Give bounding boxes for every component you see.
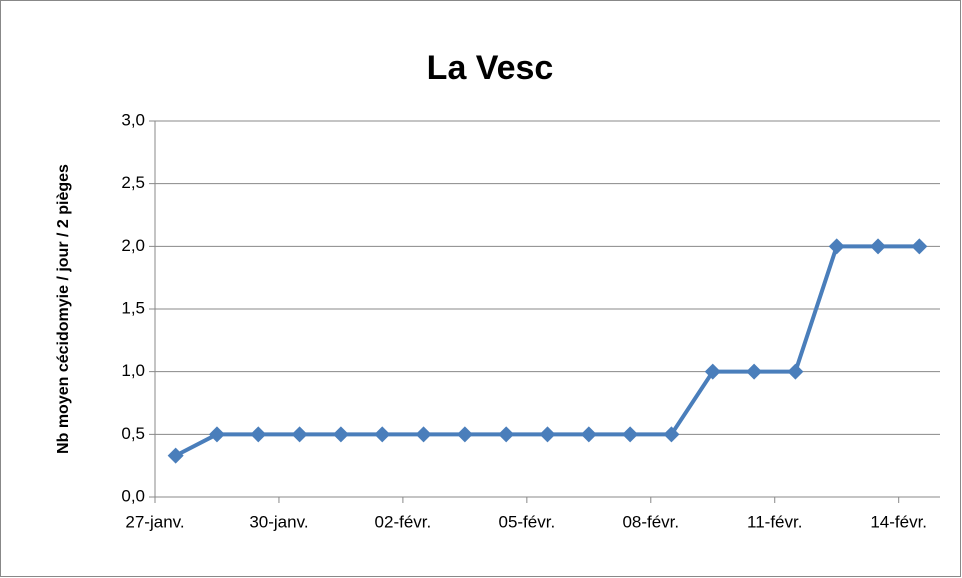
marker	[746, 363, 763, 380]
y-tick-label: 3,0	[121, 110, 145, 129]
x-tick-label: 27-janv.	[125, 512, 184, 531]
y-tick-label: 2,0	[121, 236, 145, 255]
marker	[622, 426, 639, 443]
y-tick-label: 0,5	[121, 424, 145, 443]
marker	[332, 426, 349, 443]
marker	[911, 238, 928, 255]
marker	[580, 426, 597, 443]
x-tick-label: 08-févr.	[622, 512, 679, 531]
marker	[498, 426, 515, 443]
marker	[291, 426, 308, 443]
x-tick-label: 05-févr.	[498, 512, 555, 531]
x-tick-label: 11-févr.	[747, 512, 802, 531]
marker	[250, 426, 267, 443]
chart-title: La Vesc	[427, 49, 554, 87]
x-tick-label: 30-janv.	[249, 512, 308, 531]
marker	[828, 238, 845, 255]
marker	[539, 426, 556, 443]
marker	[374, 426, 391, 443]
y-axis-label: Nb moyen cécidomyie / jour / 2 pièges	[55, 164, 72, 454]
y-tick-label: 1,5	[121, 298, 145, 317]
marker	[415, 426, 432, 443]
y-tick-label: 0,0	[121, 486, 145, 505]
x-tick-label: 02-févr.	[375, 512, 432, 531]
marker	[663, 426, 680, 443]
marker	[456, 426, 473, 443]
x-tick-label: 14-févr.	[870, 512, 927, 531]
marker	[870, 238, 887, 255]
y-tick-label: 2,5	[121, 173, 145, 192]
marker	[167, 447, 184, 464]
y-tick-label: 1,0	[121, 361, 145, 380]
marker	[208, 426, 225, 443]
marker	[787, 363, 804, 380]
marker	[704, 363, 721, 380]
